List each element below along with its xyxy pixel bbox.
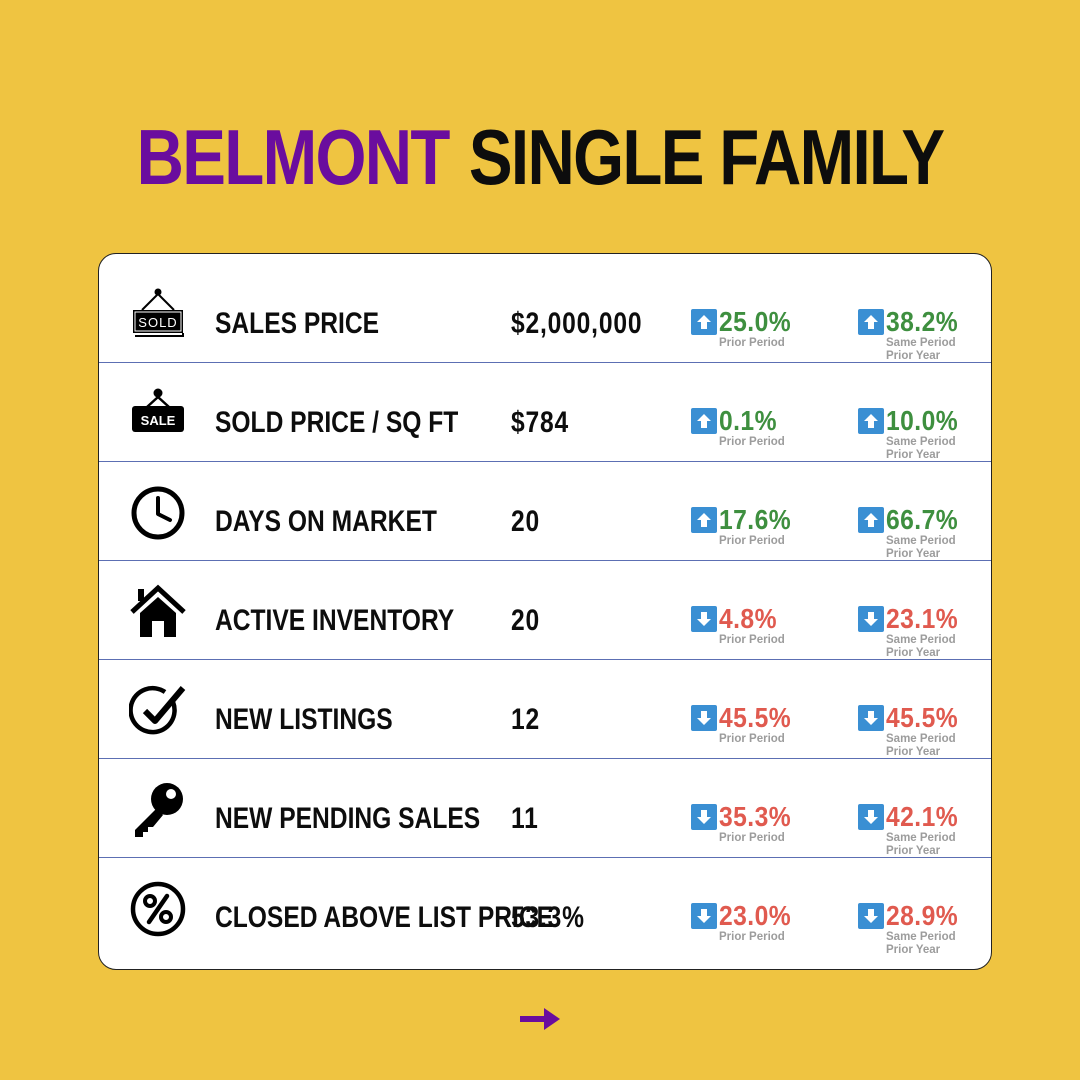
stat-value: 53.3% xyxy=(511,901,585,934)
stat-value: $2,000,000 xyxy=(511,307,643,340)
change-percent: 66.7% xyxy=(886,504,959,535)
change-percent: 17.6% xyxy=(719,504,792,535)
prior-year-label: Same Period Prior Year xyxy=(886,535,956,560)
percent-circle-icon xyxy=(129,880,187,938)
change-percent: 0.1% xyxy=(719,405,777,436)
prior-period-label: Prior Period xyxy=(719,832,785,844)
stat-value: 11 xyxy=(511,802,539,835)
change-percent: 45.5% xyxy=(886,702,959,733)
change-percent: 10.0% xyxy=(886,405,959,436)
prior-year-change: 38.2% Same Period Prior Year xyxy=(858,306,968,362)
prior-year-change: 42.1% Same Period Prior Year xyxy=(858,801,968,857)
stat-value: $784 xyxy=(511,406,570,439)
title-type: SINGLE FAMILY xyxy=(468,113,945,201)
arrow-up-icon xyxy=(858,408,884,434)
stat-label: CLOSED ABOVE LIST PRICE xyxy=(215,901,554,934)
prior-year-change: 28.9% Same Period Prior Year xyxy=(858,900,968,956)
next-arrow-icon[interactable] xyxy=(518,1005,562,1033)
arrow-down-icon xyxy=(858,903,884,929)
arrow-up-icon xyxy=(691,408,717,434)
house-icon xyxy=(129,583,187,641)
arrow-up-icon xyxy=(691,507,717,533)
stat-label: NEW PENDING SALES xyxy=(215,802,481,835)
stat-label: DAYS ON MARKET xyxy=(215,505,437,538)
stat-row-new-pending-sales: NEW PENDING SALES 11 35.3% Prior Period 42.1… xyxy=(99,759,991,858)
stats-card: SOLD SALES PRICE $2,000,000 25.0% Prior Peri… xyxy=(98,253,992,970)
key-icon xyxy=(129,781,187,839)
prior-year-label: Same Period Prior Year xyxy=(886,436,956,461)
page-title: BELMONT SINGLE FAMILY xyxy=(86,112,993,203)
stat-row-active-inventory: ACTIVE INVENTORY 20 4.8% Prior Period 23.1% S… xyxy=(99,561,991,660)
stat-row-days-on-market: DAYS ON MARKET 20 17.6% Prior Period 66.7% Sa… xyxy=(99,462,991,561)
stat-row-closed-above-list-price: CLOSED ABOVE LIST PRICE 53.3% 23.0% Prior P… xyxy=(99,858,991,957)
svg-text:SOLD: SOLD xyxy=(138,315,177,330)
stat-row-new-listings: NEW LISTINGS 12 45.5% Prior Period 45.5% Same… xyxy=(99,660,991,759)
prior-year-label: Same Period Prior Year xyxy=(886,931,956,956)
stat-label: ACTIVE INVENTORY xyxy=(215,604,455,637)
sale-tag-icon: SALE xyxy=(129,385,187,443)
prior-period-change: 35.3% Prior Period xyxy=(691,801,801,845)
change-percent: 38.2% xyxy=(886,306,959,337)
arrow-down-icon xyxy=(691,705,717,731)
arrow-down-icon xyxy=(691,903,717,929)
change-percent: 35.3% xyxy=(719,801,792,832)
title-city: BELMONT xyxy=(136,113,451,201)
prior-year-label: Same Period Prior Year xyxy=(886,832,956,857)
sold-sign-icon: SOLD xyxy=(129,286,187,344)
change-percent: 4.8% xyxy=(719,603,777,634)
prior-period-change: 25.0% Prior Period xyxy=(691,306,801,350)
stat-label: SOLD PRICE / SQ FT xyxy=(215,406,459,439)
stat-value: 20 xyxy=(511,505,541,538)
svg-text:SALE: SALE xyxy=(141,413,176,428)
arrow-down-icon xyxy=(691,804,717,830)
change-percent: 23.0% xyxy=(719,900,792,931)
stat-label: NEW LISTINGS xyxy=(215,703,393,736)
prior-period-label: Prior Period xyxy=(719,733,785,745)
clock-icon xyxy=(129,484,187,542)
change-percent: 28.9% xyxy=(886,900,959,931)
prior-year-label: Same Period Prior Year xyxy=(886,337,956,362)
arrow-down-icon xyxy=(858,705,884,731)
prior-period-change: 4.8% Prior Period xyxy=(691,603,785,647)
prior-period-label: Prior Period xyxy=(719,337,785,349)
arrow-up-icon xyxy=(858,507,884,533)
stat-row-sold-price-sq-ft: SALE SOLD PRICE / SQ FT $784 0.1% Prior Peri… xyxy=(99,363,991,462)
stat-value: 12 xyxy=(511,703,541,736)
stat-label: SALES PRICE xyxy=(215,307,380,340)
change-percent: 23.1% xyxy=(886,603,959,634)
prior-period-change: 23.0% Prior Period xyxy=(691,900,801,944)
prior-year-change: 23.1% Same Period Prior Year xyxy=(858,603,968,659)
prior-period-change: 0.1% Prior Period xyxy=(691,405,785,449)
prior-period-label: Prior Period xyxy=(719,634,785,646)
prior-year-label: Same Period Prior Year xyxy=(886,733,956,758)
stat-row-sales-price: SOLD SALES PRICE $2,000,000 25.0% Prior Peri… xyxy=(99,264,991,363)
change-percent: 45.5% xyxy=(719,702,792,733)
arrow-up-icon xyxy=(858,309,884,335)
prior-period-change: 45.5% Prior Period xyxy=(691,702,801,746)
prior-period-change: 17.6% Prior Period xyxy=(691,504,801,548)
prior-year-label: Same Period Prior Year xyxy=(886,634,956,659)
prior-year-change: 66.7% Same Period Prior Year xyxy=(858,504,968,560)
arrow-down-icon xyxy=(691,606,717,632)
change-percent: 25.0% xyxy=(719,306,792,337)
change-percent: 42.1% xyxy=(886,801,959,832)
arrow-down-icon xyxy=(858,606,884,632)
prior-period-label: Prior Period xyxy=(719,436,785,448)
arrow-down-icon xyxy=(858,804,884,830)
prior-period-label: Prior Period xyxy=(719,931,785,943)
prior-year-change: 10.0% Same Period Prior Year xyxy=(858,405,968,461)
checkmark-circle-icon xyxy=(129,682,187,740)
stat-value: 20 xyxy=(511,604,541,637)
arrow-up-icon xyxy=(691,309,717,335)
prior-year-change: 45.5% Same Period Prior Year xyxy=(858,702,968,758)
prior-period-label: Prior Period xyxy=(719,535,785,547)
